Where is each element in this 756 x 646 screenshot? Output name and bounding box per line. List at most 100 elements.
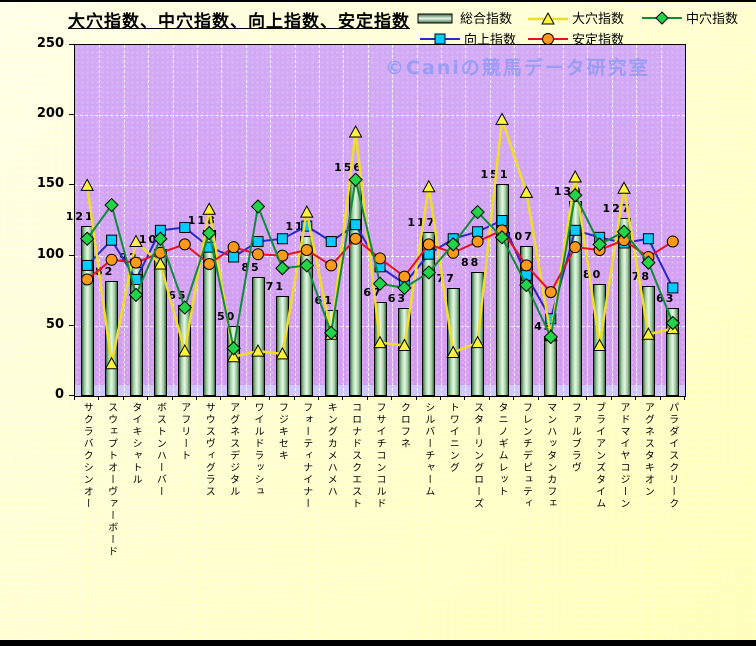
x-axis-label: スターリングローズ (471, 402, 483, 510)
square-marker (106, 234, 118, 246)
bar-value-label: 107 (504, 229, 534, 243)
square-marker (301, 220, 313, 232)
triangle-marker (495, 112, 509, 125)
y-tick-mark (69, 44, 74, 45)
x-axis-label: サクラバクシンオー (81, 402, 93, 510)
x-tick-mark (415, 396, 417, 400)
bar-value-label: 121 (65, 210, 95, 224)
square-marker (423, 248, 435, 260)
diamond-marker (372, 276, 388, 291)
diamond-marker (128, 287, 144, 303)
triangle-marker (299, 205, 314, 218)
plot-area: 121 82 92 105 65 118 50 85 71 114 61 156 67 63 117 77 88… (66, 44, 686, 397)
x-tick-mark (171, 396, 173, 400)
v-gridline (563, 45, 564, 396)
x-tick-mark (293, 396, 295, 400)
v-gridline (172, 45, 174, 396)
y-tick-label: 250 (36, 36, 64, 51)
x-tick-mark (342, 396, 344, 400)
triangle-marker (177, 344, 192, 357)
circle-marker (130, 256, 142, 269)
x-axis-label: サウスヴィグラス (203, 402, 215, 498)
bar-value-label: 67 (363, 285, 383, 299)
diamond-marker (348, 172, 363, 187)
x-axis-label: フォーティナイナー (300, 402, 312, 510)
square-marker (496, 215, 508, 226)
v-gridline (319, 45, 320, 396)
circle-marker (569, 241, 582, 254)
x-axis-label: タニノギムレット (496, 402, 507, 498)
triangle-marker (202, 202, 217, 215)
square-marker (642, 233, 654, 245)
diamond-marker (616, 224, 632, 239)
y-tick-label: 50 (45, 316, 64, 332)
x-tick-mark (244, 396, 246, 400)
x-axis-label: キングカメハメハ (325, 402, 337, 498)
square-marker (667, 282, 679, 294)
square-marker (81, 259, 93, 271)
x-tick-mark (366, 396, 368, 400)
square-marker (472, 226, 484, 238)
legend-label: 中穴指数 (686, 11, 739, 27)
square-marker (252, 236, 264, 248)
diamond-marker (665, 315, 681, 331)
triangle-marker (397, 338, 412, 351)
square-marker (228, 251, 240, 263)
diamond-marker-icon (642, 10, 682, 25)
diamond-marker (79, 231, 95, 246)
triangle-marker (421, 179, 436, 193)
triangle-marker (129, 234, 143, 248)
diamond-marker (201, 225, 217, 241)
circle-marker (544, 286, 557, 299)
x-axis-label: ファルブラヴ (569, 402, 581, 474)
x-tick-mark (391, 396, 393, 400)
v-gridline (660, 45, 662, 396)
v-gridline (197, 45, 198, 396)
diamond-marker (567, 188, 583, 203)
v-gridline (245, 45, 247, 396)
v-gridline (294, 45, 296, 396)
legend-label: 安定指数 (572, 32, 625, 48)
circle-marker (422, 238, 435, 251)
diamond-marker (445, 237, 461, 252)
v-gridline (392, 45, 394, 396)
diamond-marker (397, 280, 412, 296)
bar (617, 217, 631, 396)
diamond-marker (226, 341, 241, 356)
triangle-marker (519, 185, 534, 198)
x-tick-mark (488, 396, 490, 400)
triangle-marker (153, 256, 168, 270)
diamond-marker (250, 199, 266, 214)
bottom-border (0, 640, 756, 646)
bar-value-label: 80 (582, 267, 603, 281)
square-marker-icon (420, 31, 460, 45)
square-marker (179, 222, 191, 234)
bar-value-label: 71 (265, 280, 286, 294)
bar-value-label: 85 (241, 260, 261, 274)
triangle-marker (617, 181, 631, 194)
circle-marker (105, 253, 118, 266)
legend-label: 総合指数 (460, 11, 513, 27)
circle-marker (252, 248, 264, 261)
circle-marker (178, 238, 191, 251)
bar-swatch-icon (416, 10, 456, 24)
y-tick-label: 100 (36, 246, 64, 262)
x-axis-label: タイキシャトル (130, 402, 141, 486)
v-gridline (611, 45, 613, 396)
triangle-marker (80, 178, 95, 191)
x-tick-mark (220, 396, 222, 400)
x-axis-label: パラダイスクリーク (666, 402, 678, 510)
v-gridline (270, 45, 272, 396)
diamond-marker (323, 325, 339, 341)
triangle-marker (641, 327, 656, 340)
triangle-marker (568, 169, 583, 183)
square-marker (276, 233, 288, 245)
x-axis-label: アドマイヤコジーン (618, 402, 629, 510)
diamond-marker (104, 197, 119, 213)
legend-item-total-index: 総合指数 (416, 10, 513, 27)
x-tick-mark (513, 396, 515, 400)
square-marker (569, 224, 581, 236)
circle-marker (300, 243, 313, 256)
square-marker (350, 219, 362, 231)
bar-value-label: 117 (407, 215, 437, 229)
